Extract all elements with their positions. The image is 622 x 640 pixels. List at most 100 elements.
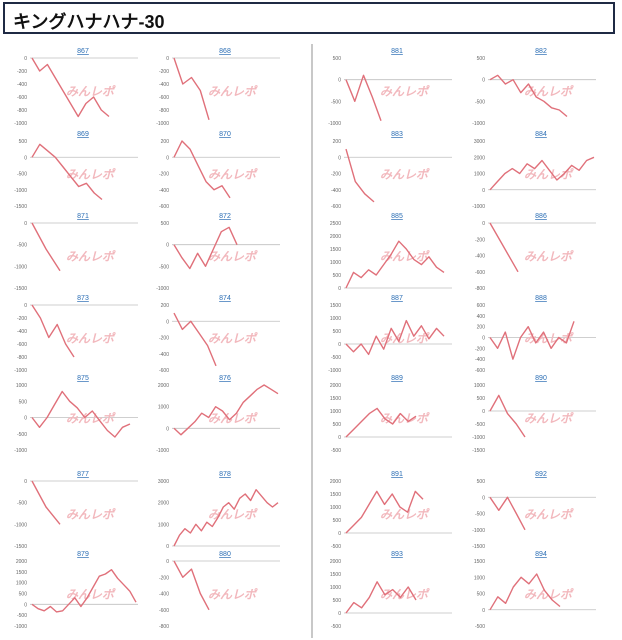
y-tick-label: 0 xyxy=(338,611,341,617)
y-tick-label: 0 xyxy=(24,602,27,608)
y-tick-label: 0 xyxy=(24,416,27,422)
y-tick-label: -400 xyxy=(159,592,169,598)
y-tick-label: 0 xyxy=(482,409,485,415)
series-line xyxy=(173,560,210,611)
y-tick-label: 0 xyxy=(24,221,27,227)
series-line xyxy=(489,222,519,273)
y-tick-label: -500 xyxy=(475,422,485,428)
chart-title-873[interactable]: 873 xyxy=(77,295,89,302)
y-tick-label: -600 xyxy=(159,608,169,614)
y-tick-label: -1000 xyxy=(14,368,27,374)
y-tick-label: -200 xyxy=(159,575,169,581)
chart-title-886[interactable]: 886 xyxy=(535,213,547,220)
y-tick-label: -500 xyxy=(331,448,341,454)
y-tick-label: -400 xyxy=(17,329,27,335)
chart-title-892[interactable]: 892 xyxy=(535,471,547,478)
series-line xyxy=(31,304,75,358)
chart-title-894[interactable]: 894 xyxy=(535,551,547,558)
y-tick-label: -600 xyxy=(475,368,485,374)
y-tick-label: 2000 xyxy=(474,155,485,161)
chart-title-885[interactable]: 885 xyxy=(391,213,403,220)
watermark-logo: みんレポ xyxy=(208,332,258,346)
chart-title-876[interactable]: 876 xyxy=(219,375,231,382)
chart-title-867[interactable]: 867 xyxy=(77,48,89,55)
y-tick-label: 2000 xyxy=(158,383,169,389)
y-tick-label: 500 xyxy=(333,56,342,62)
chart-title-869[interactable]: 869 xyxy=(77,131,89,138)
y-tick-label: 0 xyxy=(166,544,169,550)
y-tick-label: -500 xyxy=(475,512,485,518)
watermark-logo: みんレポ xyxy=(208,168,258,182)
y-tick-label: 2000 xyxy=(330,383,341,389)
chart-title-879[interactable]: 879 xyxy=(77,551,89,558)
y-tick-label: -400 xyxy=(475,357,485,363)
y-tick-label: 2000 xyxy=(330,234,341,240)
watermark-logo: みんレポ xyxy=(66,168,116,182)
chart-title-882[interactable]: 882 xyxy=(535,48,547,55)
y-tick-label: 400 xyxy=(477,314,486,320)
y-tick-label: 0 xyxy=(338,435,341,441)
y-tick-label: 1500 xyxy=(330,303,341,309)
series-line xyxy=(345,74,382,122)
y-tick-label: -500 xyxy=(17,172,27,178)
y-tick-label: -1000 xyxy=(472,435,485,441)
watermark-logo: みんレポ xyxy=(66,412,116,426)
y-tick-label: -1500 xyxy=(472,448,485,454)
chart-title-871[interactable]: 871 xyxy=(77,213,89,220)
series-line xyxy=(345,240,445,289)
chart-title-870[interactable]: 870 xyxy=(219,131,231,138)
y-tick-label: -500 xyxy=(17,613,27,619)
chart-title-877[interactable]: 877 xyxy=(77,471,89,478)
y-tick-label: -500 xyxy=(331,544,341,550)
y-tick-label: 1500 xyxy=(330,396,341,402)
chart-title-872[interactable]: 872 xyxy=(219,213,231,220)
chart-title-880[interactable]: 880 xyxy=(219,551,231,558)
y-tick-label: 1000 xyxy=(474,172,485,178)
chart-title-881[interactable]: 881 xyxy=(391,48,403,55)
series-line xyxy=(345,581,417,614)
chart-panel-876: 876 2000 1000 0 -1000 みんレポ xyxy=(156,375,280,454)
series-line xyxy=(173,57,210,120)
y-tick-label: -800 xyxy=(159,624,169,630)
series-line xyxy=(31,480,61,525)
chart-title-888[interactable]: 888 xyxy=(535,295,547,302)
y-tick-label: -500 xyxy=(475,99,485,105)
chart-title-875[interactable]: 875 xyxy=(77,375,89,382)
y-tick-label: 500 xyxy=(333,598,342,604)
y-tick-label: 0 xyxy=(482,336,485,342)
y-tick-label: -400 xyxy=(17,82,27,88)
chart-title-889[interactable]: 889 xyxy=(391,375,403,382)
column-divider xyxy=(311,44,313,638)
chart-panel-885: 885 2500 2000 1500 1000 500 0 みんレポ xyxy=(330,213,452,292)
y-tick-label: -200 xyxy=(159,336,169,342)
watermark-logo: みんレポ xyxy=(380,250,430,264)
y-tick-label: 0 xyxy=(24,479,27,485)
y-tick-label: 200 xyxy=(477,325,486,331)
chart-title-878[interactable]: 878 xyxy=(219,471,231,478)
y-tick-label: -500 xyxy=(475,624,485,630)
series-line xyxy=(489,573,561,611)
chart-title-883[interactable]: 883 xyxy=(391,131,403,138)
chart-panel-872: 872 500 0 -500 -1000 みんレポ xyxy=(156,213,280,292)
chart-title-891[interactable]: 891 xyxy=(391,471,403,478)
chart-title-874[interactable]: 874 xyxy=(219,295,231,302)
chart-panel-894: 894 1500 1000 500 0 -500 みんレポ xyxy=(474,551,596,630)
y-tick-label: -200 xyxy=(159,69,169,75)
chart-panel-883: 883 200 0 -200 -400 -600 みんレポ xyxy=(331,131,452,210)
y-tick-label: 500 xyxy=(477,56,486,62)
chart-title-868[interactable]: 868 xyxy=(219,48,231,55)
series-line xyxy=(31,143,103,201)
series-line xyxy=(31,222,61,272)
y-tick-label: 0 xyxy=(338,155,341,161)
series-line xyxy=(31,390,131,438)
chart-title-893[interactable]: 893 xyxy=(391,551,403,558)
y-tick-label: -500 xyxy=(159,264,169,270)
chart-panel-869: 869 500 0 -500 -1000 -1500 みんレポ xyxy=(14,131,138,210)
chart-title-890[interactable]: 890 xyxy=(535,375,547,382)
chart-panel-891: 891 2000 1500 1000 500 0 -500 みんレポ xyxy=(330,471,452,550)
chart-title-887[interactable]: 887 xyxy=(391,295,403,302)
chart-title-884[interactable]: 884 xyxy=(535,131,547,138)
y-tick-label: -600 xyxy=(17,342,27,348)
